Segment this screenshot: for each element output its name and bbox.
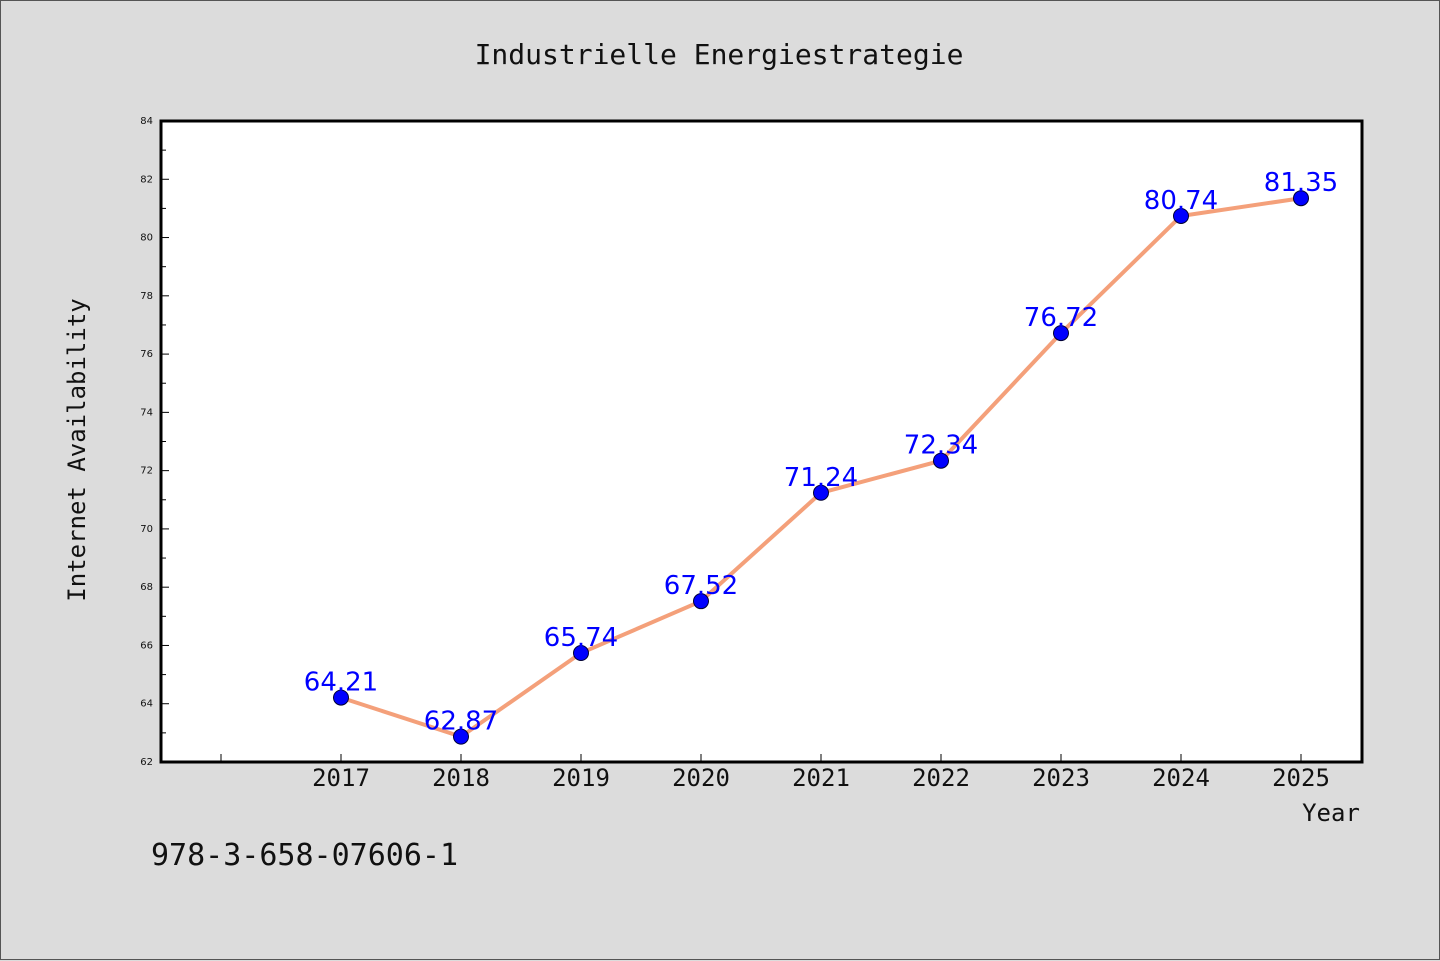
y-axis-label: Internet Availability: [63, 298, 91, 601]
data-label: 64.21: [304, 668, 378, 698]
x-axis-label: Year: [1302, 799, 1360, 827]
y-tick-label: 72: [140, 466, 153, 477]
y-tick-label: 78: [140, 291, 153, 302]
y-tick-label: 70: [140, 524, 153, 535]
data-label: 67.52: [664, 571, 738, 601]
x-tick-label: 2021: [792, 764, 850, 792]
data-point: [1053, 325, 1069, 342]
data-label: 81.35: [1264, 168, 1338, 198]
y-tick-label: 62: [140, 757, 153, 768]
data-point: [1173, 207, 1189, 224]
x-tick-label: 2019: [552, 764, 610, 792]
y-axis: 62 64 66 68 70 72 74 76 78 80 82 84: [140, 116, 169, 768]
data-point: [813, 484, 829, 501]
data-point: [573, 645, 589, 662]
y-tick-label: 68: [140, 582, 153, 593]
x-tick-label: 2024: [1152, 764, 1210, 792]
series-layer: [333, 190, 1309, 745]
x-axis: 2017 2018 2019 2020 2021 2022 2023 2024 2025: [220, 754, 1330, 792]
isbn-text: 978-3-658-07606-1: [151, 838, 458, 873]
plot-area: [159, 119, 1364, 764]
data-label: 71.24: [784, 463, 858, 493]
data-point: [453, 728, 469, 745]
x-tick-label: 2018: [432, 764, 490, 792]
data-point: [333, 689, 349, 706]
data-label: 65.74: [544, 623, 618, 653]
data-label: 72.34: [904, 431, 978, 461]
x-tick-label: 2025: [1272, 764, 1330, 792]
data-point: [1293, 190, 1309, 207]
y-tick-label: 80: [140, 233, 153, 244]
x-tick-label: 2020: [672, 764, 730, 792]
chart-title: Industrielle Energiestrategie: [475, 38, 964, 71]
y-tick-label: 74: [140, 407, 153, 418]
data-label: 80.74: [1144, 186, 1218, 216]
data-point: [693, 593, 709, 610]
data-labels: 64.21 62.87 65.74 67.52 71.24 72.34 76.72 80.74…: [304, 168, 1338, 736]
y-tick-label: 66: [140, 640, 153, 651]
data-point: [933, 452, 949, 469]
data-label: 76.72: [1024, 303, 1098, 333]
y-tick-label: 76: [140, 349, 153, 360]
y-tick-label: 82: [140, 174, 153, 185]
x-tick-label: 2017: [312, 764, 370, 792]
y-tick-label: 64: [140, 699, 153, 710]
x-tick-label: 2022: [912, 764, 970, 792]
data-label: 62.87: [424, 707, 498, 737]
y-tick-label: 84: [140, 116, 153, 127]
x-tick-label: 2023: [1032, 764, 1090, 792]
